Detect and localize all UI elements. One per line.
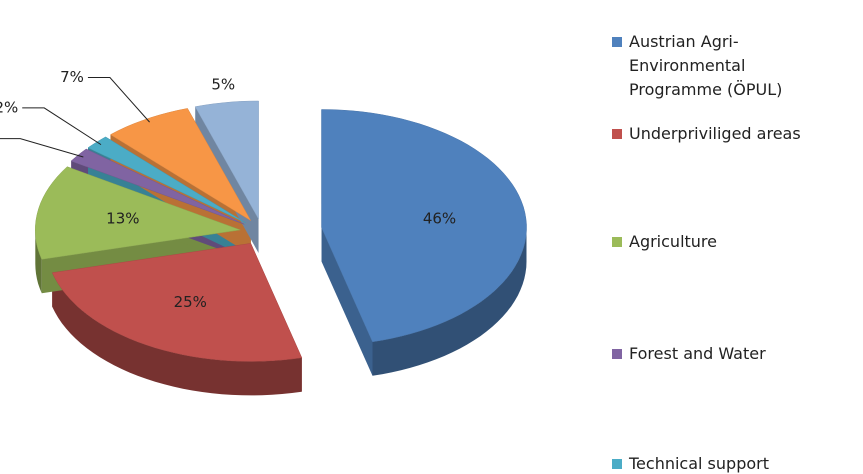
legend-swatch <box>612 37 622 47</box>
legend-label: Underpriviliged areas <box>629 124 801 143</box>
legend-label: Austrian Agri-Environmental Programme (Ö… <box>629 32 783 99</box>
legend-item: Forest and Water <box>612 342 857 366</box>
legend-swatch <box>612 237 622 247</box>
legend-label: Forest and Water <box>629 344 766 363</box>
legend-swatch <box>612 129 622 139</box>
legend-item: Underpriviliged areas <box>612 122 857 146</box>
leader-line <box>87 77 150 123</box>
tops: 46%25%13%2%2%7%5% <box>0 68 527 362</box>
data-label: 46% <box>423 209 456 227</box>
leader-line <box>22 107 102 146</box>
slice-side <box>372 227 527 376</box>
legend-swatch <box>612 459 622 469</box>
slice-wall <box>321 227 373 376</box>
data-label: 25% <box>174 293 207 311</box>
data-label: 13% <box>106 210 139 228</box>
legend-label: Agriculture <box>629 232 717 251</box>
slice-side <box>52 272 302 396</box>
pie-area: 46%25%13%2%2%7%5% <box>0 68 527 396</box>
legend-label: Technical support <box>629 454 769 473</box>
legend-item: Technical support <box>612 452 857 474</box>
slice <box>194 100 259 220</box>
data-label: 7% <box>60 68 84 86</box>
data-label: 2% <box>0 98 18 116</box>
leader-line <box>0 138 84 158</box>
legend-item: Agriculture <box>612 230 857 254</box>
slice <box>51 243 303 362</box>
data-label: 5% <box>211 75 235 93</box>
slice <box>35 166 241 260</box>
legend-swatch <box>612 349 622 359</box>
slice <box>321 109 527 343</box>
slice <box>70 148 245 225</box>
legend-item: Austrian Agri-Environmental Programme (Ö… <box>612 30 857 102</box>
